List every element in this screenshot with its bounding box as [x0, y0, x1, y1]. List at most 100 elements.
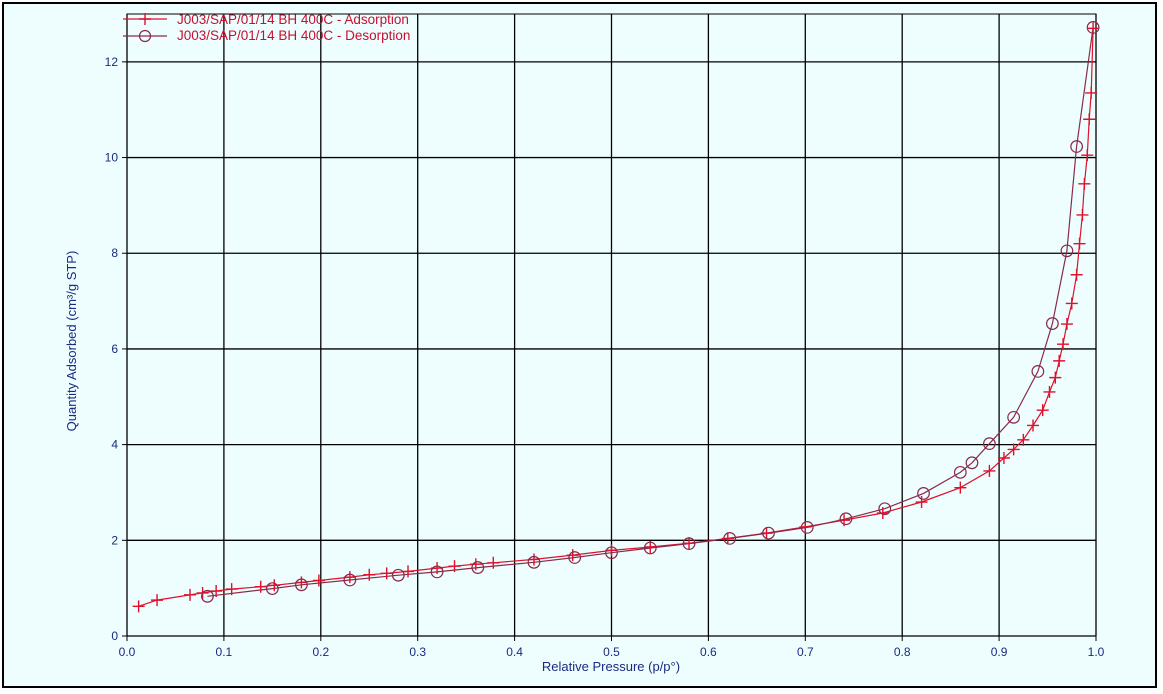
adsorption-point — [1078, 177, 1091, 190]
legend-desorption-label: J003/SAP/01/14 BH 400C - Desorption — [177, 28, 410, 43]
adsorption-point — [997, 452, 1010, 465]
x-tick-label: 0.0 — [119, 645, 136, 659]
adsorption-point — [1053, 354, 1066, 367]
adsorption-point — [225, 583, 238, 596]
y-tick-label: 2 — [111, 533, 118, 547]
adsorption-point — [380, 567, 393, 580]
adsorption-point — [644, 541, 657, 554]
x-tick-label: 0.9 — [991, 645, 1008, 659]
adsorption-point — [954, 481, 967, 494]
adsorption-point — [1087, 22, 1100, 35]
desorption-point — [762, 526, 775, 540]
adsorption-point — [151, 594, 164, 607]
desorption-point — [1060, 244, 1074, 258]
desorption-point — [917, 487, 930, 500]
adsorption-point — [487, 556, 500, 569]
legend-adsorption-marker — [139, 13, 151, 25]
adsorption-point — [876, 507, 889, 520]
desorption-point — [201, 589, 214, 603]
grid — [122, 13, 1097, 641]
x-tick-label: 0.6 — [700, 645, 717, 659]
markers — [132, 20, 1100, 613]
adsorption-point — [1007, 443, 1020, 456]
adsorption-point — [1057, 338, 1070, 351]
adsorption-point — [1073, 237, 1086, 250]
adsorption-point — [343, 571, 356, 584]
adsorption-point — [1017, 433, 1030, 446]
desorption-point — [983, 437, 996, 451]
x-tick-label: 0.1 — [216, 645, 233, 659]
desorption-point — [1086, 20, 1100, 34]
desorption-point — [471, 561, 485, 574]
desorption-point — [878, 502, 892, 516]
adsorption-point — [210, 585, 223, 598]
adsorption-point — [1065, 297, 1078, 310]
x-tick-label: 1.0 — [1088, 645, 1105, 659]
adsorption-point — [254, 580, 267, 593]
adsorption-point — [183, 588, 196, 601]
adsorption-point — [402, 565, 415, 578]
adsorption-point — [448, 560, 461, 573]
adsorption-point — [527, 553, 540, 566]
legend-adsorption-label: J003/SAP/01/14 BH 400C - Adsorption — [177, 12, 409, 27]
adsorption-point — [1083, 113, 1096, 126]
desorption-point — [965, 456, 979, 470]
desorption-point — [430, 565, 444, 579]
desorption-point — [1031, 365, 1045, 378]
y-tick-label: 6 — [111, 342, 118, 356]
legend: J003/SAP/01/14 BH 400C - Adsorption J003… — [123, 12, 410, 43]
adsorption-point — [295, 576, 308, 589]
adsorption-point — [1036, 404, 1049, 417]
series-lines — [138, 27, 1094, 607]
adsorption-point — [1060, 318, 1073, 331]
legend-desorption-marker — [138, 29, 152, 43]
y-axis-label: Quantity Adsorbed (cm³/g STP) — [64, 251, 79, 432]
y-tick-label: 0 — [111, 629, 118, 643]
desorption-point — [527, 555, 541, 569]
y-tick-label: 12 — [105, 55, 119, 69]
desorption-point — [605, 546, 618, 560]
adsorption-point — [363, 568, 376, 581]
adsorption-point — [566, 549, 579, 562]
adsorption-point — [1027, 419, 1040, 432]
desorption-point — [295, 578, 308, 592]
x-tick-label: 0.3 — [409, 645, 426, 659]
adsorption-point — [915, 496, 928, 509]
x-axis-label: Relative Pressure (p/p°) — [542, 659, 680, 674]
desorption-point — [800, 520, 814, 534]
adsorption-point — [683, 537, 696, 550]
adsorption-point — [605, 544, 618, 557]
x-tick-label: 0.5 — [603, 645, 620, 659]
x-tick-label: 0.4 — [506, 645, 523, 659]
desorption-point — [682, 537, 696, 551]
adsorption-point — [1043, 385, 1056, 398]
x-tick-label: 0.8 — [894, 645, 911, 659]
desorption-point — [1007, 410, 1021, 424]
y-tick-label: 10 — [105, 151, 119, 165]
desorption-point — [391, 568, 405, 582]
desorption-point — [343, 573, 357, 587]
desorption-point — [723, 531, 737, 545]
adsorption-point — [1085, 86, 1098, 99]
x-tick-label: 0.2 — [312, 645, 329, 659]
adsorption-point — [1070, 268, 1083, 281]
adsorption-point — [132, 600, 145, 613]
desorption-point — [953, 465, 967, 479]
x-tick-label: 0.7 — [797, 645, 814, 659]
adsorption-point — [268, 579, 281, 592]
desorption-point — [1045, 317, 1059, 330]
tick-labels: 0.0 0.1 0.2 0.3 0.4 0.5 0.6 0.7 0.8 0.9 1.0 0 2 4 6 8 10… — [105, 55, 1105, 659]
adsorption-point — [1081, 149, 1094, 162]
adsorption-point — [312, 574, 325, 587]
desorption-point — [265, 582, 279, 596]
adsorption-point — [983, 464, 996, 477]
desorption-point — [839, 512, 853, 526]
desorption-series-line — [207, 27, 1094, 597]
adsorption-point — [1076, 208, 1089, 221]
y-tick-label: 4 — [111, 438, 118, 452]
adsorption-series-line — [138, 28, 1094, 607]
desorption-point — [1070, 140, 1084, 153]
desorption-point — [643, 541, 657, 555]
